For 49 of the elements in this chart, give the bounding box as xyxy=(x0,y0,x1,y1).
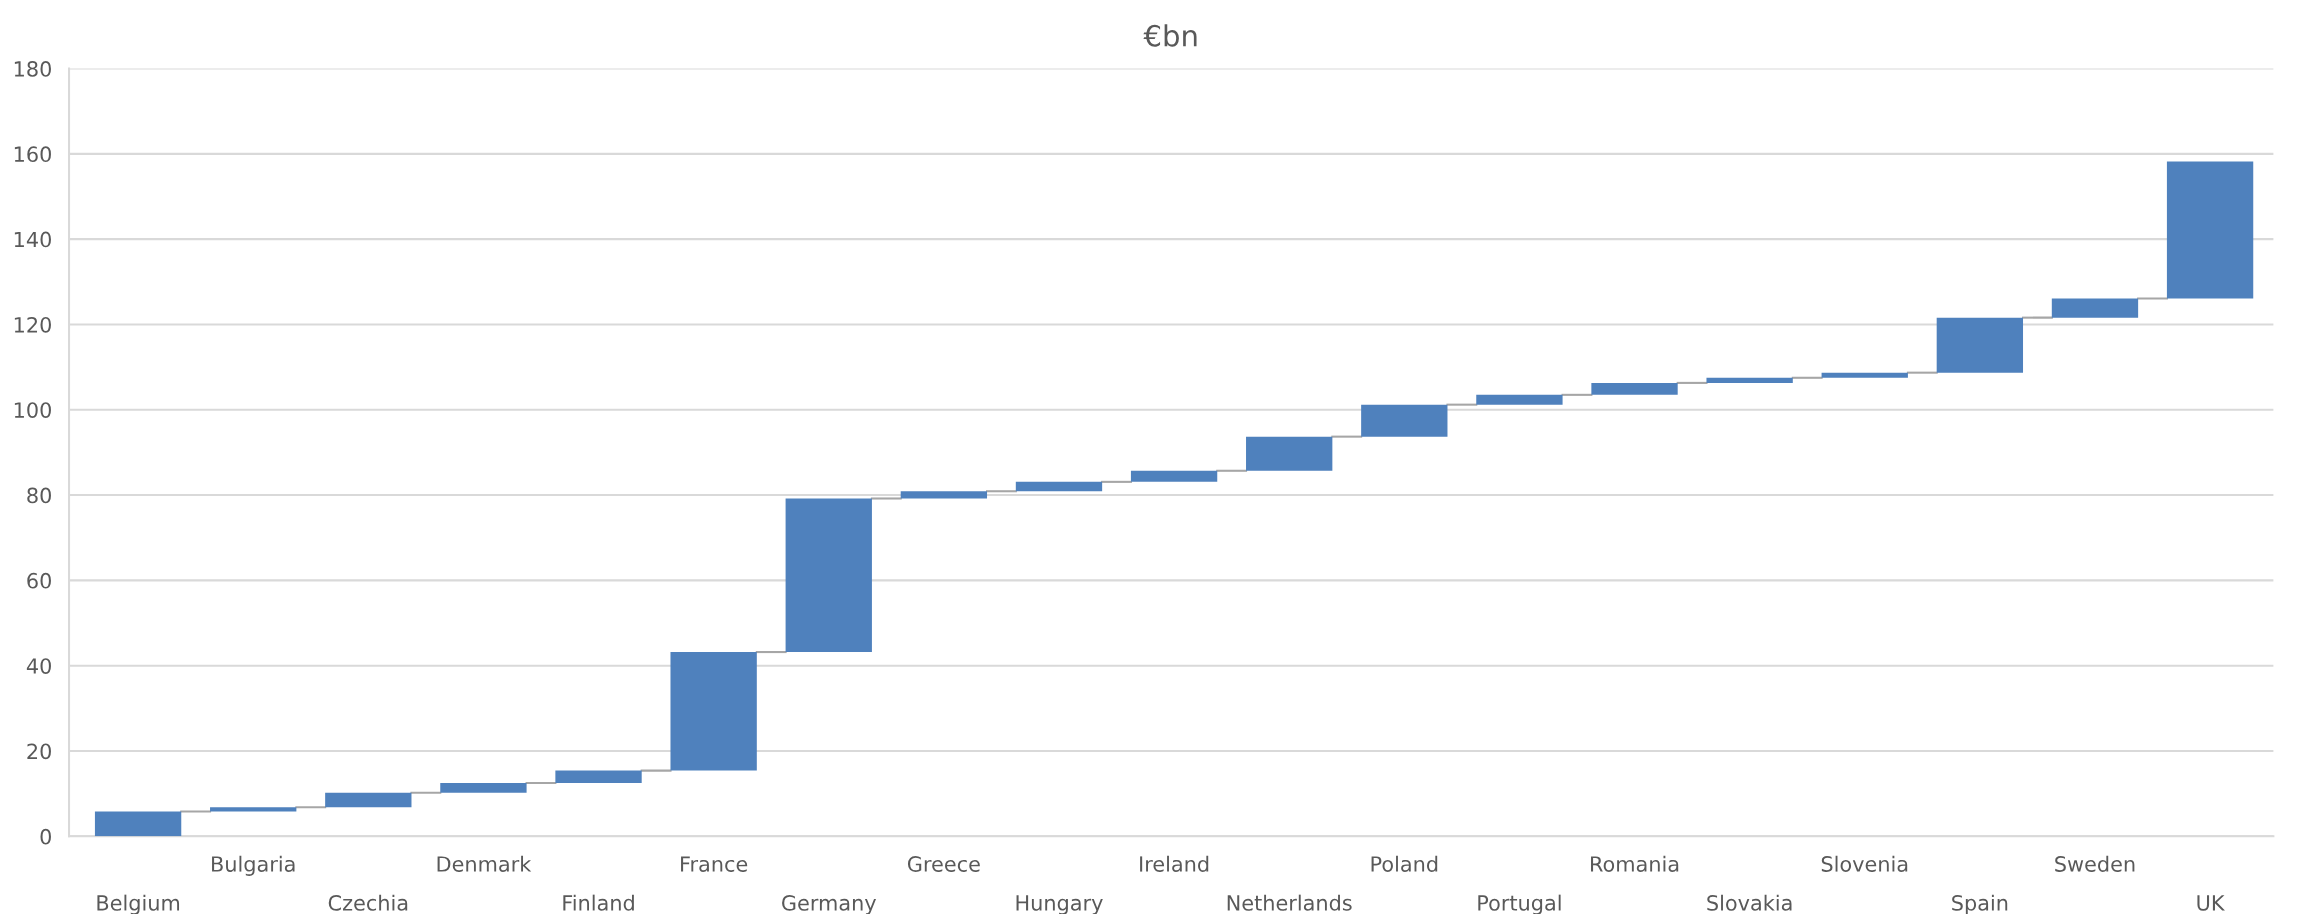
y-tick-label: 0 xyxy=(40,828,51,845)
bar xyxy=(1591,382,1678,395)
bar xyxy=(2166,161,2254,299)
chart-title: €bn xyxy=(1143,24,1197,47)
bar xyxy=(210,807,297,812)
bar xyxy=(785,498,872,653)
y-tick-label: 180 xyxy=(14,61,51,77)
bar xyxy=(440,782,527,793)
y-tick-label: 160 xyxy=(14,146,51,163)
x-tick-label: Romania xyxy=(1591,855,1679,872)
x-tick-label: Belgium xyxy=(97,894,180,914)
y-tick-label: 120 xyxy=(14,316,51,333)
bar xyxy=(1246,436,1333,471)
x-tick-label: Spain xyxy=(1952,894,2008,914)
x-tick-label: Sweden xyxy=(2055,855,2135,872)
bar xyxy=(94,811,182,837)
x-tick-label: Slovakia xyxy=(1707,894,1792,911)
bar xyxy=(1821,372,1908,378)
x-tick-label: Hungary xyxy=(1016,895,1103,914)
y-tick-label: 40 xyxy=(26,658,51,674)
x-tick-label: Denmark xyxy=(437,855,532,872)
bar xyxy=(1706,377,1793,383)
x-tick-label: Ireland xyxy=(1140,855,1209,872)
y-tick-label: 140 xyxy=(14,231,51,248)
x-tick-label: Germany xyxy=(782,895,877,914)
y-tick-label: 100 xyxy=(14,402,51,418)
bar xyxy=(1130,470,1218,482)
bar xyxy=(1015,481,1103,492)
y-tick-label: 20 xyxy=(27,743,51,760)
x-tick-label: Portugal xyxy=(1478,894,1561,914)
x-tick-label: Bulgaria xyxy=(212,855,295,876)
y-tick-label: 60 xyxy=(27,572,51,589)
x-tick-label: Poland xyxy=(1371,855,1438,872)
y-tick-label: 80 xyxy=(27,487,51,504)
bar xyxy=(2051,298,2139,318)
x-tick-label: Greece xyxy=(907,856,980,872)
bar xyxy=(670,652,757,771)
x-tick-label: Finland xyxy=(563,894,634,911)
x-tick-label: UK xyxy=(2197,895,2225,911)
bar xyxy=(1936,317,2024,373)
x-tick-label: Netherlands xyxy=(1227,894,1352,911)
bar xyxy=(1361,404,1448,437)
bar xyxy=(325,792,412,808)
x-tick-label: France xyxy=(681,856,748,872)
x-tick-label: Czechia xyxy=(328,894,408,911)
x-tick-label: Slovenia xyxy=(1821,855,1908,872)
bar xyxy=(1476,394,1563,405)
bar xyxy=(900,491,988,499)
bar xyxy=(555,770,642,783)
